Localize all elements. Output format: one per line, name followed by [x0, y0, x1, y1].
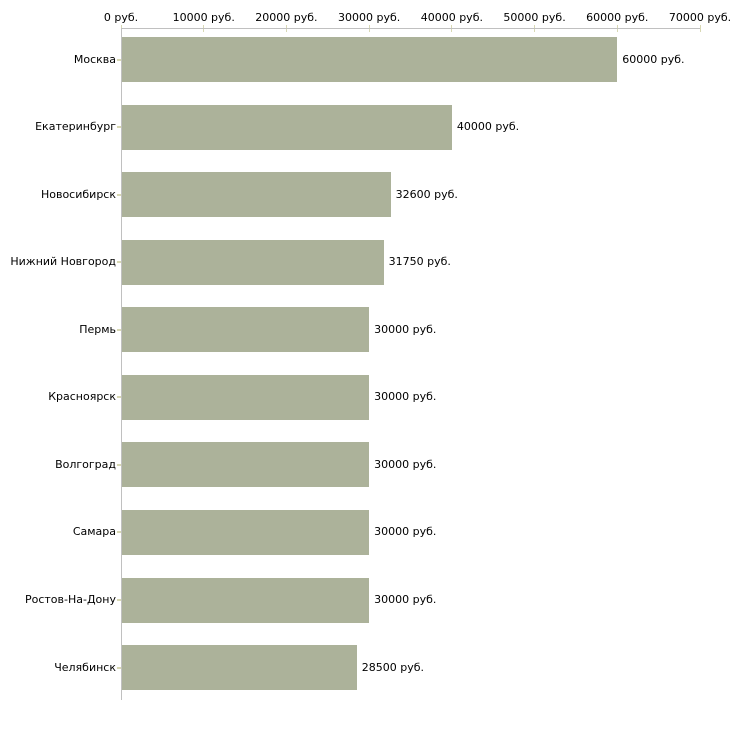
value-label: 32600 руб.	[395, 187, 458, 201]
value-label: 30000 руб.	[374, 390, 437, 404]
category-label: Москва	[73, 52, 116, 66]
value-label: 28500 руб.	[361, 660, 424, 674]
value-label: 30000 руб.	[374, 457, 437, 471]
bar	[122, 104, 452, 150]
y-axis-tick	[117, 126, 121, 129]
value-label: 40000 руб.	[456, 120, 520, 134]
category-label: Красноярск	[48, 390, 116, 404]
y-axis-tick	[117, 328, 121, 331]
x-axis-tick	[699, 24, 701, 32]
bar	[122, 172, 391, 218]
y-axis-tick	[117, 531, 121, 534]
category-label: Волгоград	[55, 457, 116, 471]
category-label: Самара	[72, 525, 116, 539]
bar	[122, 239, 384, 285]
y-axis-line	[121, 28, 122, 700]
bar	[122, 307, 370, 353]
category-label: Екатеринбург	[35, 120, 116, 134]
value-label: 31750 руб.	[388, 255, 451, 269]
y-axis-tick	[117, 58, 121, 61]
x-axis-tick-label: 40000 руб.	[420, 11, 483, 24]
x-axis-tick-label: 30000 руб.	[338, 11, 401, 24]
y-axis-tick	[117, 193, 121, 196]
category-label: Челябинск	[54, 660, 116, 674]
bar	[122, 37, 618, 82]
bar	[122, 509, 370, 555]
y-axis-tick	[117, 666, 121, 669]
bar	[122, 374, 370, 420]
x-axis-tick-label: 20000 руб.	[255, 11, 318, 24]
value-label: 60000 руб.	[622, 52, 685, 66]
y-axis-tick	[117, 599, 121, 602]
y-axis-tick	[117, 261, 121, 264]
x-axis-tick-label: 70000 руб.	[668, 11, 730, 24]
category-label: Нижний Новгород	[10, 255, 116, 269]
x-axis-line	[121, 28, 700, 29]
bar	[122, 645, 357, 691]
bar	[122, 577, 370, 623]
y-axis-tick	[117, 463, 121, 466]
x-axis-tick-label: 60000 руб.	[586, 11, 649, 24]
x-axis-tick-label: 0 руб.	[103, 11, 139, 24]
x-axis-tick-label: 50000 руб.	[503, 11, 566, 24]
category-label: Пермь	[79, 322, 116, 336]
category-label: Ростов-На-Дону	[24, 593, 116, 607]
y-axis-tick	[117, 396, 121, 399]
category-label: Новосибирск	[40, 187, 116, 201]
value-label: 30000 руб.	[374, 593, 437, 607]
x-axis-tick-label: 10000 руб.	[172, 11, 235, 24]
bar	[122, 442, 370, 488]
value-label: 30000 руб.	[374, 322, 437, 336]
value-label: 30000 руб.	[374, 525, 437, 539]
